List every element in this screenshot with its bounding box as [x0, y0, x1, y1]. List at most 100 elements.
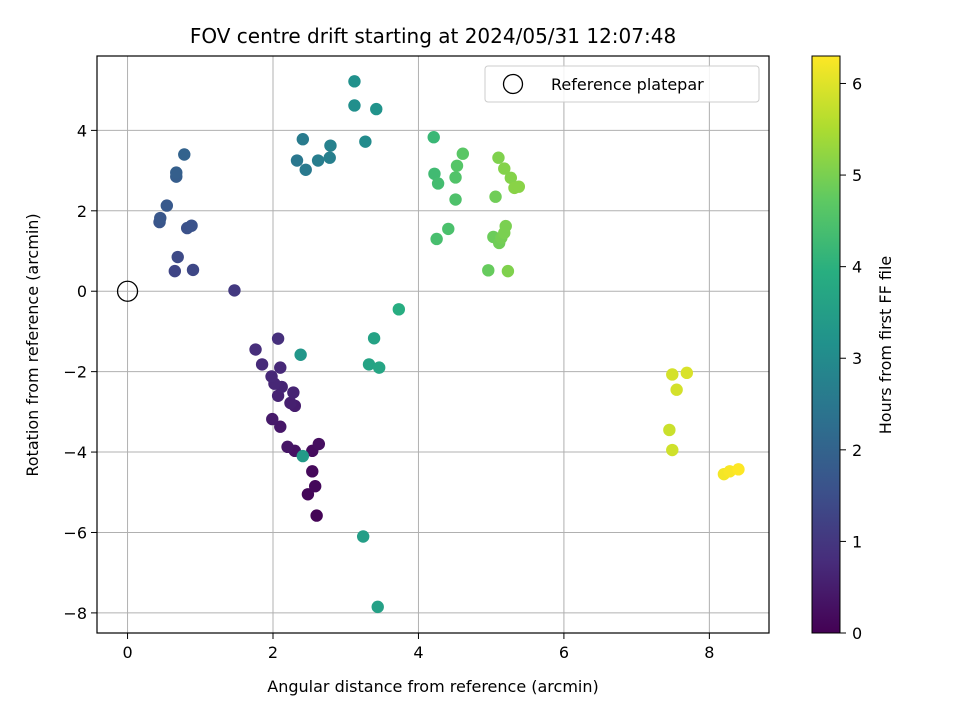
scatter-point	[170, 166, 183, 179]
y-tick-label: −6	[63, 523, 87, 542]
scatter-point	[499, 219, 512, 233]
gridlines	[97, 56, 769, 633]
scatter-point	[310, 509, 323, 522]
reference-platepar-marker	[116, 280, 139, 302]
scatter-point	[186, 263, 200, 277]
scatter-point	[271, 332, 285, 345]
scatter-point	[171, 250, 184, 264]
scatter-point	[450, 159, 464, 172]
colorbar-label: Hours from first FF file	[876, 256, 895, 435]
x-tick-label: 8	[704, 643, 714, 662]
legend-marker-open-circle	[502, 73, 524, 95]
x-axis-ticks: 0 2 4 6 8	[122, 633, 714, 662]
colorbar-tick-label: 5	[852, 166, 862, 185]
scatter-point	[512, 180, 526, 193]
scatter-point	[456, 147, 470, 160]
scatter-point	[323, 151, 336, 164]
scatter-point	[501, 264, 515, 278]
scatter-point	[281, 440, 294, 454]
scatter-point	[356, 530, 370, 543]
x-tick-label: 4	[413, 643, 423, 662]
legend-label-reference-platepar: Reference platepar	[551, 75, 704, 94]
scatter-point	[296, 133, 310, 146]
colorbar: 0 1 2 3 4 5 6 Hours from first FF file	[811, 55, 895, 643]
reference-layer	[116, 280, 139, 302]
legend-box	[484, 65, 760, 103]
y-tick-label: −8	[63, 604, 87, 623]
y-tick-label: 2	[77, 202, 87, 221]
scatter-point	[185, 219, 198, 232]
scatter-point	[492, 151, 505, 164]
scatter-point	[306, 465, 319, 478]
y-tick-label: 4	[77, 121, 87, 140]
legend: Reference platepar	[484, 65, 760, 103]
scatter-point	[359, 135, 372, 148]
scatter-point	[680, 366, 694, 380]
chart-title: FOV centre drift starting at 2024/05/31 …	[190, 24, 676, 48]
colorbar-tick-label: 3	[852, 349, 862, 368]
scatter-point	[489, 190, 502, 203]
scatter-point	[666, 443, 679, 457]
scatter-point	[228, 284, 241, 297]
scatter-point	[392, 303, 406, 316]
scatter-point	[348, 99, 361, 112]
scatter-point	[287, 386, 300, 399]
x-tick-label: 2	[268, 643, 278, 662]
scatter-point	[154, 211, 167, 225]
y-tick-label: 0	[77, 282, 87, 301]
colorbar-tick-label: 4	[852, 258, 862, 277]
scatter-point	[312, 437, 326, 451]
scatter-point	[274, 420, 287, 433]
scatter-point	[670, 383, 683, 396]
scatter-point	[311, 154, 325, 167]
scatter-point	[431, 177, 445, 190]
scatter-point	[324, 139, 337, 152]
scatter-point	[449, 193, 462, 206]
colorbar-tick-label: 1	[852, 532, 862, 551]
scatter-point	[178, 148, 191, 161]
scatter-point	[482, 264, 495, 277]
scatter-point	[663, 423, 676, 437]
y-tick-label: −4	[63, 443, 87, 462]
scatter-point	[498, 162, 511, 175]
scatter-point	[428, 167, 441, 181]
scatter-point	[265, 370, 278, 383]
scatter-point	[290, 154, 304, 167]
scatter-point	[266, 412, 279, 426]
scatter-point	[168, 264, 182, 278]
scatter-point	[284, 396, 297, 410]
scatter-point	[294, 348, 307, 361]
y-axis-label: Rotation from reference (arcmin)	[23, 213, 42, 476]
scatter-point	[296, 449, 310, 463]
scatter-point	[372, 361, 386, 374]
colorbar-gradient	[811, 55, 841, 634]
scatter-point	[274, 361, 287, 374]
scatter-point	[362, 358, 376, 371]
scatter-point	[367, 332, 381, 345]
colorbar-tick-label: 0	[852, 624, 862, 643]
scatter-point	[160, 199, 174, 212]
scatter-point	[430, 232, 443, 246]
y-tick-label: −2	[63, 363, 87, 382]
scatter-point	[249, 343, 262, 356]
scatter-point	[371, 600, 384, 614]
scatter-point	[301, 488, 315, 501]
scatter-point	[504, 171, 518, 185]
y-axis-ticks: −8 −6 −4 −2 0 2 4	[63, 121, 97, 623]
colorbar-tick-label: 2	[852, 441, 862, 460]
scatter-point	[449, 171, 462, 184]
scatter-point	[666, 368, 679, 381]
scatter-point	[442, 222, 455, 236]
colorbar-ticks: 0 1 2 3 4 5 6	[840, 74, 862, 643]
scatter-point	[299, 163, 312, 176]
scatter-point	[255, 358, 269, 371]
scatter-point	[348, 75, 361, 88]
scatter-point	[427, 131, 440, 144]
scatter-point	[370, 102, 383, 116]
scatter-points	[153, 75, 745, 614]
x-tick-label: 0	[122, 643, 132, 662]
x-tick-label: 6	[559, 643, 569, 662]
colorbar-tick-label: 6	[852, 74, 862, 93]
scatter-point	[308, 480, 322, 493]
